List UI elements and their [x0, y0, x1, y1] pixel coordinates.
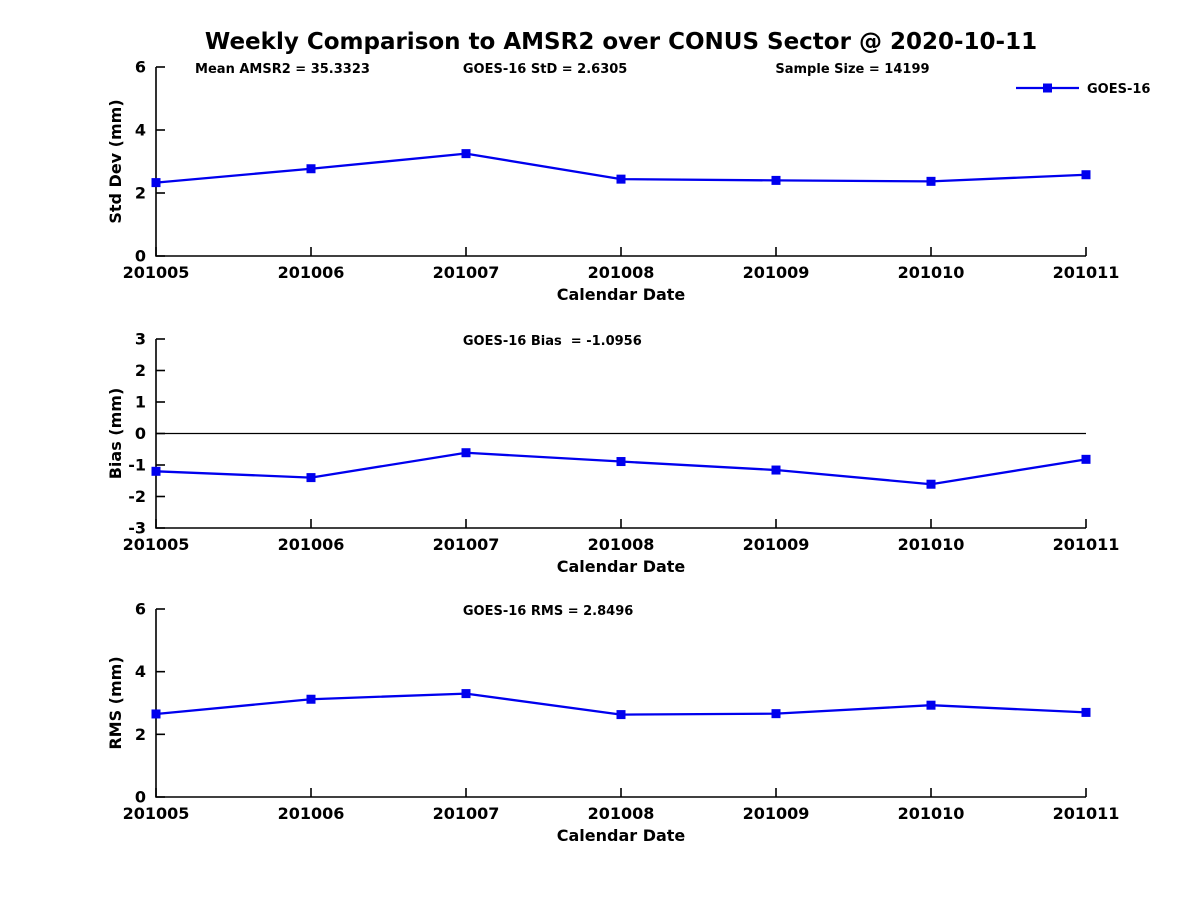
- data-point-marker: [151, 709, 161, 719]
- x-tick-label: 201005: [123, 263, 190, 282]
- data-point-marker: [306, 473, 316, 483]
- x-tick-label: 201010: [898, 535, 965, 554]
- data-point-marker: [771, 709, 781, 719]
- y-axis-label: Std Dev (mm): [106, 99, 125, 223]
- y-tick-label: 2: [135, 184, 146, 203]
- data-point-marker: [926, 479, 936, 489]
- x-tick-label: 201009: [743, 263, 810, 282]
- legend: GOES-16: [1016, 82, 1150, 97]
- x-tick-label: 201011: [1053, 804, 1120, 823]
- x-tick-label: 201006: [278, 804, 345, 823]
- data-point-marker: [461, 149, 471, 159]
- data-point-marker: [771, 465, 781, 475]
- y-tick-label: -3: [128, 519, 146, 538]
- data-point-marker: [151, 466, 161, 476]
- data-point-marker: [771, 175, 781, 185]
- x-axis-label: Calendar Date: [557, 826, 686, 845]
- data-point-marker: [926, 700, 936, 710]
- x-tick-label: 201009: [743, 535, 810, 554]
- y-tick-label: 0: [135, 424, 146, 443]
- y-tick-label: 2: [135, 725, 146, 744]
- y-tick-label: 6: [135, 600, 146, 619]
- x-tick-label: 201008: [588, 804, 655, 823]
- x-tick-label: 201008: [588, 263, 655, 282]
- figure-title: Weekly Comparison to AMSR2 over CONUS Se…: [205, 29, 1037, 55]
- legend-label: GOES-16: [1087, 82, 1150, 97]
- y-tick-label: 4: [135, 121, 146, 140]
- annotation: GOES-16 StD = 2.6305: [463, 62, 627, 77]
- x-tick-label: 201007: [433, 535, 500, 554]
- x-tick-label: 201006: [278, 263, 345, 282]
- axis-spines: [155, 609, 1086, 798]
- x-tick-label: 201010: [898, 804, 965, 823]
- y-tick-label: -1: [128, 456, 146, 475]
- y-tick-label: 0: [135, 788, 146, 807]
- x-tick-label: 201009: [743, 804, 810, 823]
- y-tick-label: 1: [135, 393, 146, 412]
- y-tick-label: 2: [135, 361, 146, 380]
- data-point-marker: [1081, 454, 1091, 464]
- x-axis-label: Calendar Date: [557, 285, 686, 304]
- y-tick-label: 3: [135, 330, 146, 349]
- x-tick-label: 201005: [123, 804, 190, 823]
- x-tick-label: 201008: [588, 535, 655, 554]
- data-point-marker: [1081, 707, 1091, 717]
- data-point-marker: [926, 176, 936, 186]
- x-tick-label: 201011: [1053, 263, 1120, 282]
- data-point-marker: [616, 710, 626, 720]
- x-tick-label: 201010: [898, 263, 965, 282]
- data-point-marker: [306, 164, 316, 174]
- annotation: Mean AMSR2 = 35.3323: [195, 62, 370, 77]
- data-point-marker: [461, 689, 471, 699]
- x-tick-label: 201006: [278, 535, 345, 554]
- annotation: Sample Size = 14199: [775, 62, 929, 77]
- y-axis-label: RMS (mm): [106, 656, 125, 749]
- data-point-marker: [306, 694, 316, 704]
- x-axis-label: Calendar Date: [557, 557, 686, 576]
- chart-std-dev: 0 2 4 6 201005 201006 201007 201008 201009 201010…: [106, 58, 1150, 305]
- chart-rms: 0 2 4 6 201005 201006 201007 201008 201009 201010…: [106, 600, 1119, 846]
- data-point-marker: [151, 178, 161, 188]
- data-point-marker: [1081, 170, 1091, 180]
- x-tick-label: 201005: [123, 535, 190, 554]
- chart-bias: -3 -2 -1 0 1 2 3 201005 201006 201007 201008 201009…: [106, 330, 1119, 577]
- annotation: GOES-16 Bias = -1.0956: [463, 334, 642, 349]
- annotation: GOES-16 RMS = 2.8496: [463, 604, 633, 619]
- data-point-marker: [616, 174, 626, 184]
- data-point-marker: [461, 448, 471, 458]
- y-tick-label: 0: [135, 247, 146, 266]
- x-tick-label: 201007: [433, 263, 500, 282]
- legend-marker: [1043, 83, 1052, 93]
- y-tick-label: 4: [135, 662, 146, 681]
- data-point-marker: [616, 457, 626, 467]
- y-tick-label: -2: [128, 487, 146, 506]
- x-tick-label: 201007: [433, 804, 500, 823]
- x-tick-label: 201011: [1053, 535, 1120, 554]
- y-axis-label: Bias (mm): [106, 388, 125, 480]
- axis-spines: [155, 67, 1086, 257]
- y-tick-label: 6: [135, 58, 146, 77]
